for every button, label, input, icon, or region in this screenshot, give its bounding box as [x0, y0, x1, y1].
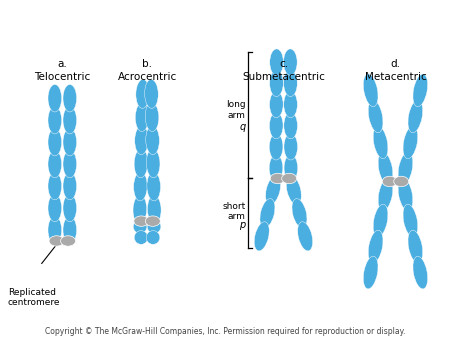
- Text: a.: a.: [58, 59, 67, 70]
- Ellipse shape: [134, 172, 147, 201]
- Ellipse shape: [282, 173, 297, 184]
- Text: Acrocentric: Acrocentric: [117, 72, 177, 82]
- Ellipse shape: [403, 126, 418, 159]
- Ellipse shape: [63, 150, 76, 178]
- Ellipse shape: [145, 102, 159, 131]
- Ellipse shape: [48, 194, 62, 222]
- Text: Copyright © The McGraw-Hill Companies, Inc. Permission required for reproduction: Copyright © The McGraw-Hill Companies, I…: [45, 327, 405, 336]
- Ellipse shape: [270, 70, 284, 97]
- Ellipse shape: [284, 70, 297, 97]
- Text: d.: d.: [391, 59, 401, 70]
- Ellipse shape: [146, 231, 160, 244]
- Ellipse shape: [378, 152, 393, 185]
- Ellipse shape: [373, 126, 388, 159]
- Ellipse shape: [147, 220, 161, 234]
- Ellipse shape: [270, 91, 283, 118]
- Ellipse shape: [136, 79, 149, 108]
- Ellipse shape: [382, 176, 397, 187]
- Ellipse shape: [148, 195, 161, 224]
- Ellipse shape: [284, 49, 297, 75]
- Ellipse shape: [48, 106, 62, 134]
- Ellipse shape: [373, 204, 388, 237]
- Ellipse shape: [48, 84, 62, 112]
- Ellipse shape: [48, 128, 62, 156]
- Ellipse shape: [284, 91, 297, 118]
- Ellipse shape: [48, 172, 62, 200]
- Text: b.: b.: [142, 59, 152, 70]
- Ellipse shape: [61, 236, 76, 246]
- Text: Telocentric: Telocentric: [34, 72, 90, 82]
- Ellipse shape: [133, 195, 147, 224]
- Ellipse shape: [284, 112, 297, 139]
- Ellipse shape: [270, 173, 285, 184]
- Ellipse shape: [408, 230, 423, 263]
- Text: short
arm: short arm: [222, 201, 245, 221]
- Text: Replicated
centromere: Replicated centromere: [8, 288, 60, 307]
- Ellipse shape: [146, 126, 159, 154]
- Ellipse shape: [284, 155, 298, 181]
- Ellipse shape: [408, 100, 423, 133]
- Ellipse shape: [145, 216, 160, 226]
- Ellipse shape: [49, 236, 64, 246]
- Ellipse shape: [133, 220, 147, 234]
- Ellipse shape: [286, 175, 302, 204]
- Ellipse shape: [378, 178, 393, 211]
- Ellipse shape: [297, 222, 313, 251]
- Ellipse shape: [48, 150, 62, 178]
- Ellipse shape: [394, 176, 409, 187]
- Ellipse shape: [266, 175, 281, 204]
- Ellipse shape: [63, 194, 76, 222]
- Ellipse shape: [63, 172, 76, 200]
- Ellipse shape: [63, 106, 76, 134]
- Ellipse shape: [260, 199, 275, 228]
- Ellipse shape: [144, 79, 158, 108]
- Ellipse shape: [269, 155, 283, 181]
- Text: Metacentric: Metacentric: [364, 72, 426, 82]
- Ellipse shape: [134, 231, 148, 244]
- Ellipse shape: [270, 49, 284, 75]
- Ellipse shape: [270, 112, 283, 139]
- Ellipse shape: [63, 84, 76, 112]
- Ellipse shape: [146, 149, 160, 178]
- Text: c.: c.: [279, 59, 288, 70]
- Ellipse shape: [135, 102, 149, 131]
- Text: Submetacentric: Submetacentric: [242, 72, 325, 82]
- Ellipse shape: [403, 204, 418, 237]
- Text: long
arm: long arm: [226, 100, 245, 120]
- Ellipse shape: [135, 126, 148, 154]
- Ellipse shape: [63, 128, 76, 156]
- Ellipse shape: [254, 222, 269, 251]
- Ellipse shape: [413, 74, 428, 107]
- Ellipse shape: [398, 152, 413, 185]
- Ellipse shape: [398, 178, 413, 211]
- Ellipse shape: [292, 199, 307, 228]
- Ellipse shape: [134, 216, 149, 226]
- Ellipse shape: [269, 134, 283, 160]
- Ellipse shape: [284, 134, 297, 160]
- Ellipse shape: [363, 74, 378, 107]
- Ellipse shape: [48, 216, 62, 244]
- Ellipse shape: [368, 230, 383, 263]
- Ellipse shape: [413, 256, 428, 289]
- Ellipse shape: [368, 100, 383, 133]
- Ellipse shape: [147, 172, 161, 201]
- Text: p: p: [239, 220, 245, 230]
- Text: q: q: [239, 122, 245, 132]
- Ellipse shape: [363, 256, 378, 289]
- Ellipse shape: [63, 216, 76, 244]
- Ellipse shape: [134, 149, 148, 178]
